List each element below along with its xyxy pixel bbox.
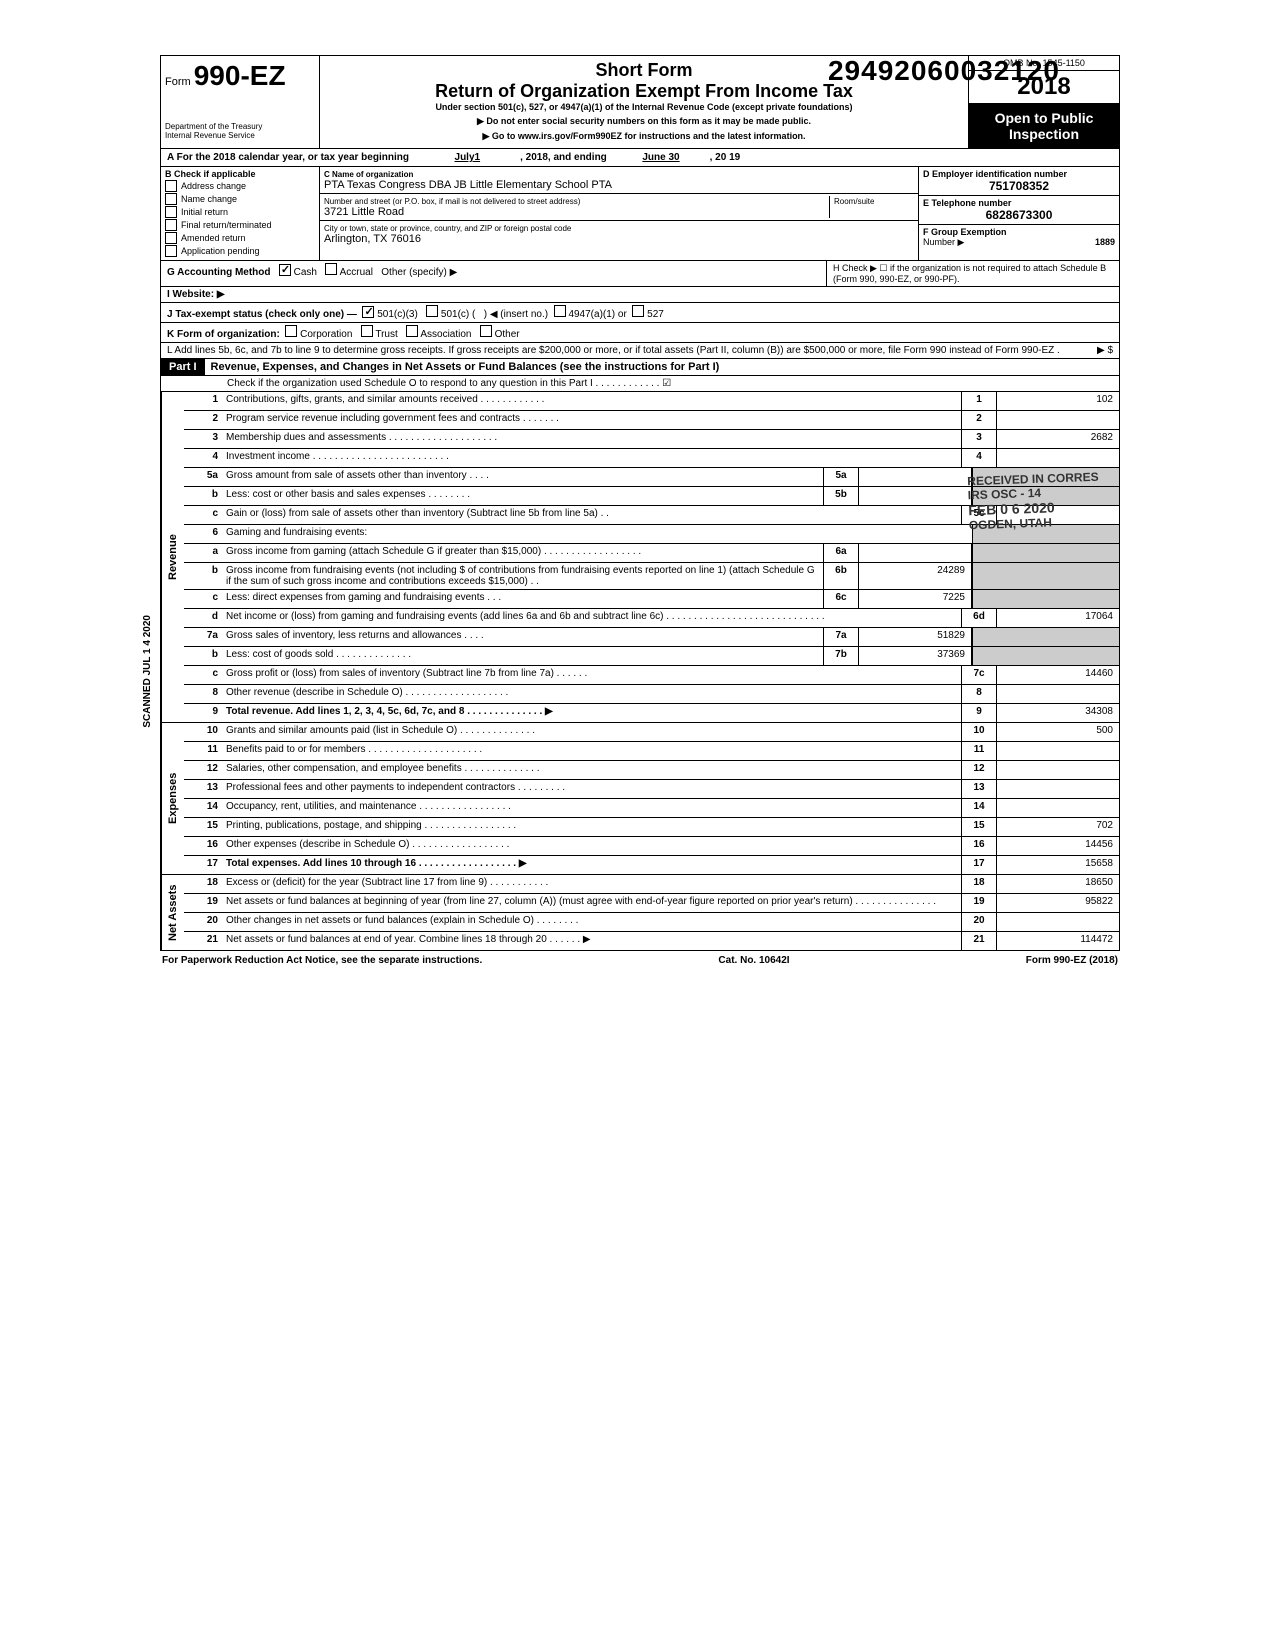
line-2: 2Program service revenue including gover… xyxy=(184,411,1119,430)
line-d: dNet income or (loss) from gaming and fu… xyxy=(184,609,1119,628)
org-name: PTA Texas Congress DBA JB Little Element… xyxy=(324,179,612,191)
line-c: cLess: direct expenses from gaming and f… xyxy=(184,590,1119,609)
line-7a: 7aGross sales of inventory, less returns… xyxy=(184,628,1119,647)
side-netassets: Net Assets xyxy=(161,875,184,950)
chk-corporation[interactable] xyxy=(285,325,297,337)
footer: For Paperwork Reduction Act Notice, see … xyxy=(160,951,1120,970)
street-address: 3721 Little Road xyxy=(324,206,404,218)
chk-4947[interactable] xyxy=(554,305,566,317)
dept-treasury: Department of the Treasury Internal Reve… xyxy=(165,122,315,140)
line-8: 8Other revenue (describe in Schedule O) … xyxy=(184,685,1119,704)
side-expenses: Expenses xyxy=(161,723,184,874)
chk-final-return[interactable] xyxy=(165,219,177,231)
part1-header: Part I Revenue, Expenses, and Changes in… xyxy=(160,359,1120,376)
chk-accrual[interactable] xyxy=(325,263,337,275)
line-a: aGross income from gaming (attach Schedu… xyxy=(184,544,1119,563)
chk-527[interactable] xyxy=(632,305,644,317)
line-14: 14Occupancy, rent, utilities, and mainte… xyxy=(184,799,1119,818)
part1-check-row: Check if the organization used Schedule … xyxy=(160,376,1120,392)
chk-association[interactable] xyxy=(406,325,418,337)
stamp-received: RECEIVED IN CORRES IRS OSC - 14 FEB 0 6 … xyxy=(967,470,1100,533)
subtitle: Under section 501(c), 527, or 4947(a)(1)… xyxy=(326,102,962,112)
document-id: 29492060032120 xyxy=(828,55,1060,87)
chk-501c[interactable] xyxy=(426,305,438,317)
chk-amended-return[interactable] xyxy=(165,232,177,244)
line-b: bGross income from fundraising events (n… xyxy=(184,563,1119,590)
line-18: 18Excess or (deficit) for the year (Subt… xyxy=(184,875,1119,894)
chk-cash[interactable] xyxy=(279,264,291,276)
tax-status-row: J Tax-exempt status (check only one) — 5… xyxy=(160,303,1120,323)
line-16: 16Other expenses (describe in Schedule O… xyxy=(184,837,1119,856)
phone: 6828673300 xyxy=(923,208,1115,222)
line-4: 4Investment income . . . . . . . . . . .… xyxy=(184,449,1119,468)
form-org-row: K Form of organization: Corporation Trus… xyxy=(160,323,1120,343)
website-row: I Website: ▶ xyxy=(160,287,1120,303)
chk-address-change[interactable] xyxy=(165,180,177,192)
line-c: cGross profit or (loss) from sales of in… xyxy=(184,666,1119,685)
section-d-label: D Employer identification number xyxy=(923,169,1067,179)
section-b-label: B Check if applicable xyxy=(165,169,315,179)
chk-initial-return[interactable] xyxy=(165,206,177,218)
instruction-1: ▶ Do not enter social security numbers o… xyxy=(326,116,962,127)
line-9: 9Total revenue. Add lines 1, 2, 3, 4, 5c… xyxy=(184,704,1119,722)
scanned-stamp: SCANNED JUL 1 4 2020 xyxy=(142,615,153,728)
chk-other-org[interactable] xyxy=(480,325,492,337)
chk-trust[interactable] xyxy=(361,325,373,337)
line-11: 11Benefits paid to or for members . . . … xyxy=(184,742,1119,761)
line-3: 3Membership dues and assessments . . . .… xyxy=(184,430,1119,449)
line-10: 10Grants and similar amounts paid (list … xyxy=(184,723,1119,742)
line-17: 17Total expenses. Add lines 10 through 1… xyxy=(184,856,1119,874)
room-label: Room/suite xyxy=(834,197,874,206)
city-state-zip: Arlington, TX 76016 xyxy=(324,233,421,245)
form-number: Form 990-EZ xyxy=(165,60,315,92)
period-row: A For the 2018 calendar year, or tax yea… xyxy=(160,149,1120,167)
section-e-label: E Telephone number xyxy=(923,198,1011,208)
line-1: 1Contributions, gifts, grants, and simil… xyxy=(184,392,1119,411)
chk-name-change[interactable] xyxy=(165,193,177,205)
line-b: bLess: cost of goods sold . . . . . . . … xyxy=(184,647,1119,666)
org-info-block: B Check if applicable Address change Nam… xyxy=(160,167,1120,261)
chk-application-pending[interactable] xyxy=(165,245,177,257)
group-exemption: 1889 xyxy=(1095,237,1115,247)
section-c-label: C Name of organization xyxy=(324,170,413,179)
open-to-public: Open to Public Inspection xyxy=(969,104,1119,148)
street-label: Number and street (or P.O. box, if mail … xyxy=(324,197,580,206)
city-label: City or town, state or province, country… xyxy=(324,224,571,233)
ein: 751708352 xyxy=(923,179,1115,193)
line-15: 15Printing, publications, postage, and s… xyxy=(184,818,1119,837)
chk-501c3[interactable] xyxy=(362,306,374,318)
instruction-2: ▶ Go to www.irs.gov/Form990EZ for instru… xyxy=(326,131,962,142)
section-f-label: F Group Exemption xyxy=(923,227,1007,237)
line-13: 13Professional fees and other payments t… xyxy=(184,780,1119,799)
line-20: 20Other changes in net assets or fund ba… xyxy=(184,913,1119,932)
side-revenue: Revenue xyxy=(161,392,184,722)
accounting-row: G Accounting Method Cash Accrual Other (… xyxy=(160,261,1120,287)
line-21: 21Net assets or fund balances at end of … xyxy=(184,932,1119,950)
line-19: 19Net assets or fund balances at beginni… xyxy=(184,894,1119,913)
line-l: L Add lines 5b, 6c, and 7b to line 9 to … xyxy=(160,343,1120,359)
line-12: 12Salaries, other compensation, and empl… xyxy=(184,761,1119,780)
section-h: H Check ▶ ☐ if the organization is not r… xyxy=(826,261,1119,286)
